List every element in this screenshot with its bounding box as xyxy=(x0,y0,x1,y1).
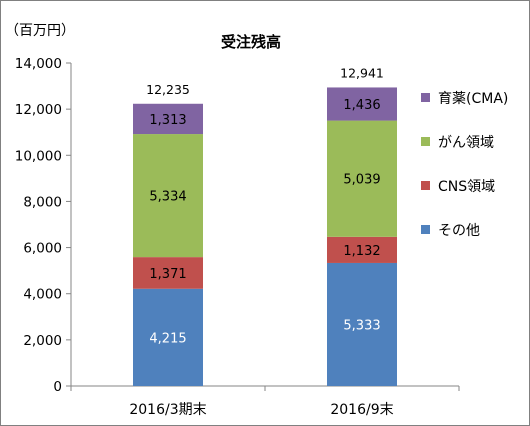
legend-swatch xyxy=(421,137,430,146)
y-tick-label: 10,000 xyxy=(15,148,62,164)
y-tick-label: 4,000 xyxy=(23,287,62,303)
legend-item-label: 育薬(CMA) xyxy=(438,91,508,107)
y-tick-label: 2,000 xyxy=(23,333,62,349)
data-label: 5,333 xyxy=(343,318,380,333)
data-label: 5,334 xyxy=(149,190,186,205)
legend-swatch xyxy=(421,181,430,190)
y-tick-label: 12,000 xyxy=(15,102,62,118)
data-label: 4,215 xyxy=(149,331,186,346)
total-label: 12,235 xyxy=(146,82,190,97)
y-tick-label: 14,000 xyxy=(15,56,62,72)
legend-item-label: がん領域 xyxy=(438,134,494,151)
legend-swatch xyxy=(421,93,430,102)
y-tick-label: 8,000 xyxy=(23,194,62,210)
bar-segment xyxy=(133,288,203,386)
x-axis: 2016/3期末 2016/9末 xyxy=(70,385,460,418)
bar-segment xyxy=(133,103,203,135)
x-category-label: 2016/3期末 xyxy=(129,402,206,418)
bars: 4,215 1,371 5,334 1,313 12,235 5,333 1,132 5,03… xyxy=(133,65,397,386)
legend-item-label: その他 xyxy=(438,223,480,239)
bar-segment xyxy=(327,120,397,237)
legend-swatch xyxy=(421,225,430,234)
data-label: 1,132 xyxy=(343,244,380,259)
bar-segment xyxy=(327,236,397,263)
legend-item-label: CNS領域 xyxy=(438,178,495,195)
data-label: 1,436 xyxy=(343,98,380,113)
y-tick-label: 6,000 xyxy=(23,241,62,257)
bar-segment xyxy=(133,134,203,258)
y-tick-label: 0 xyxy=(53,379,62,395)
x-category-label: 2016/9末 xyxy=(330,402,393,418)
total-label: 12,941 xyxy=(340,65,384,80)
unit-label: （百万円） xyxy=(5,23,75,39)
data-label: 1,371 xyxy=(149,267,186,282)
y-axis: 0 2,000 4,000 6,000 8,000 10,000 12,000 14,000 xyxy=(15,56,72,395)
data-label: 5,039 xyxy=(343,173,380,188)
bar-segment xyxy=(327,87,397,121)
bar-segment xyxy=(327,262,397,386)
data-label: 1,313 xyxy=(149,113,186,128)
bar-segment xyxy=(133,257,203,289)
chart-title: 受注残高 xyxy=(221,33,281,51)
